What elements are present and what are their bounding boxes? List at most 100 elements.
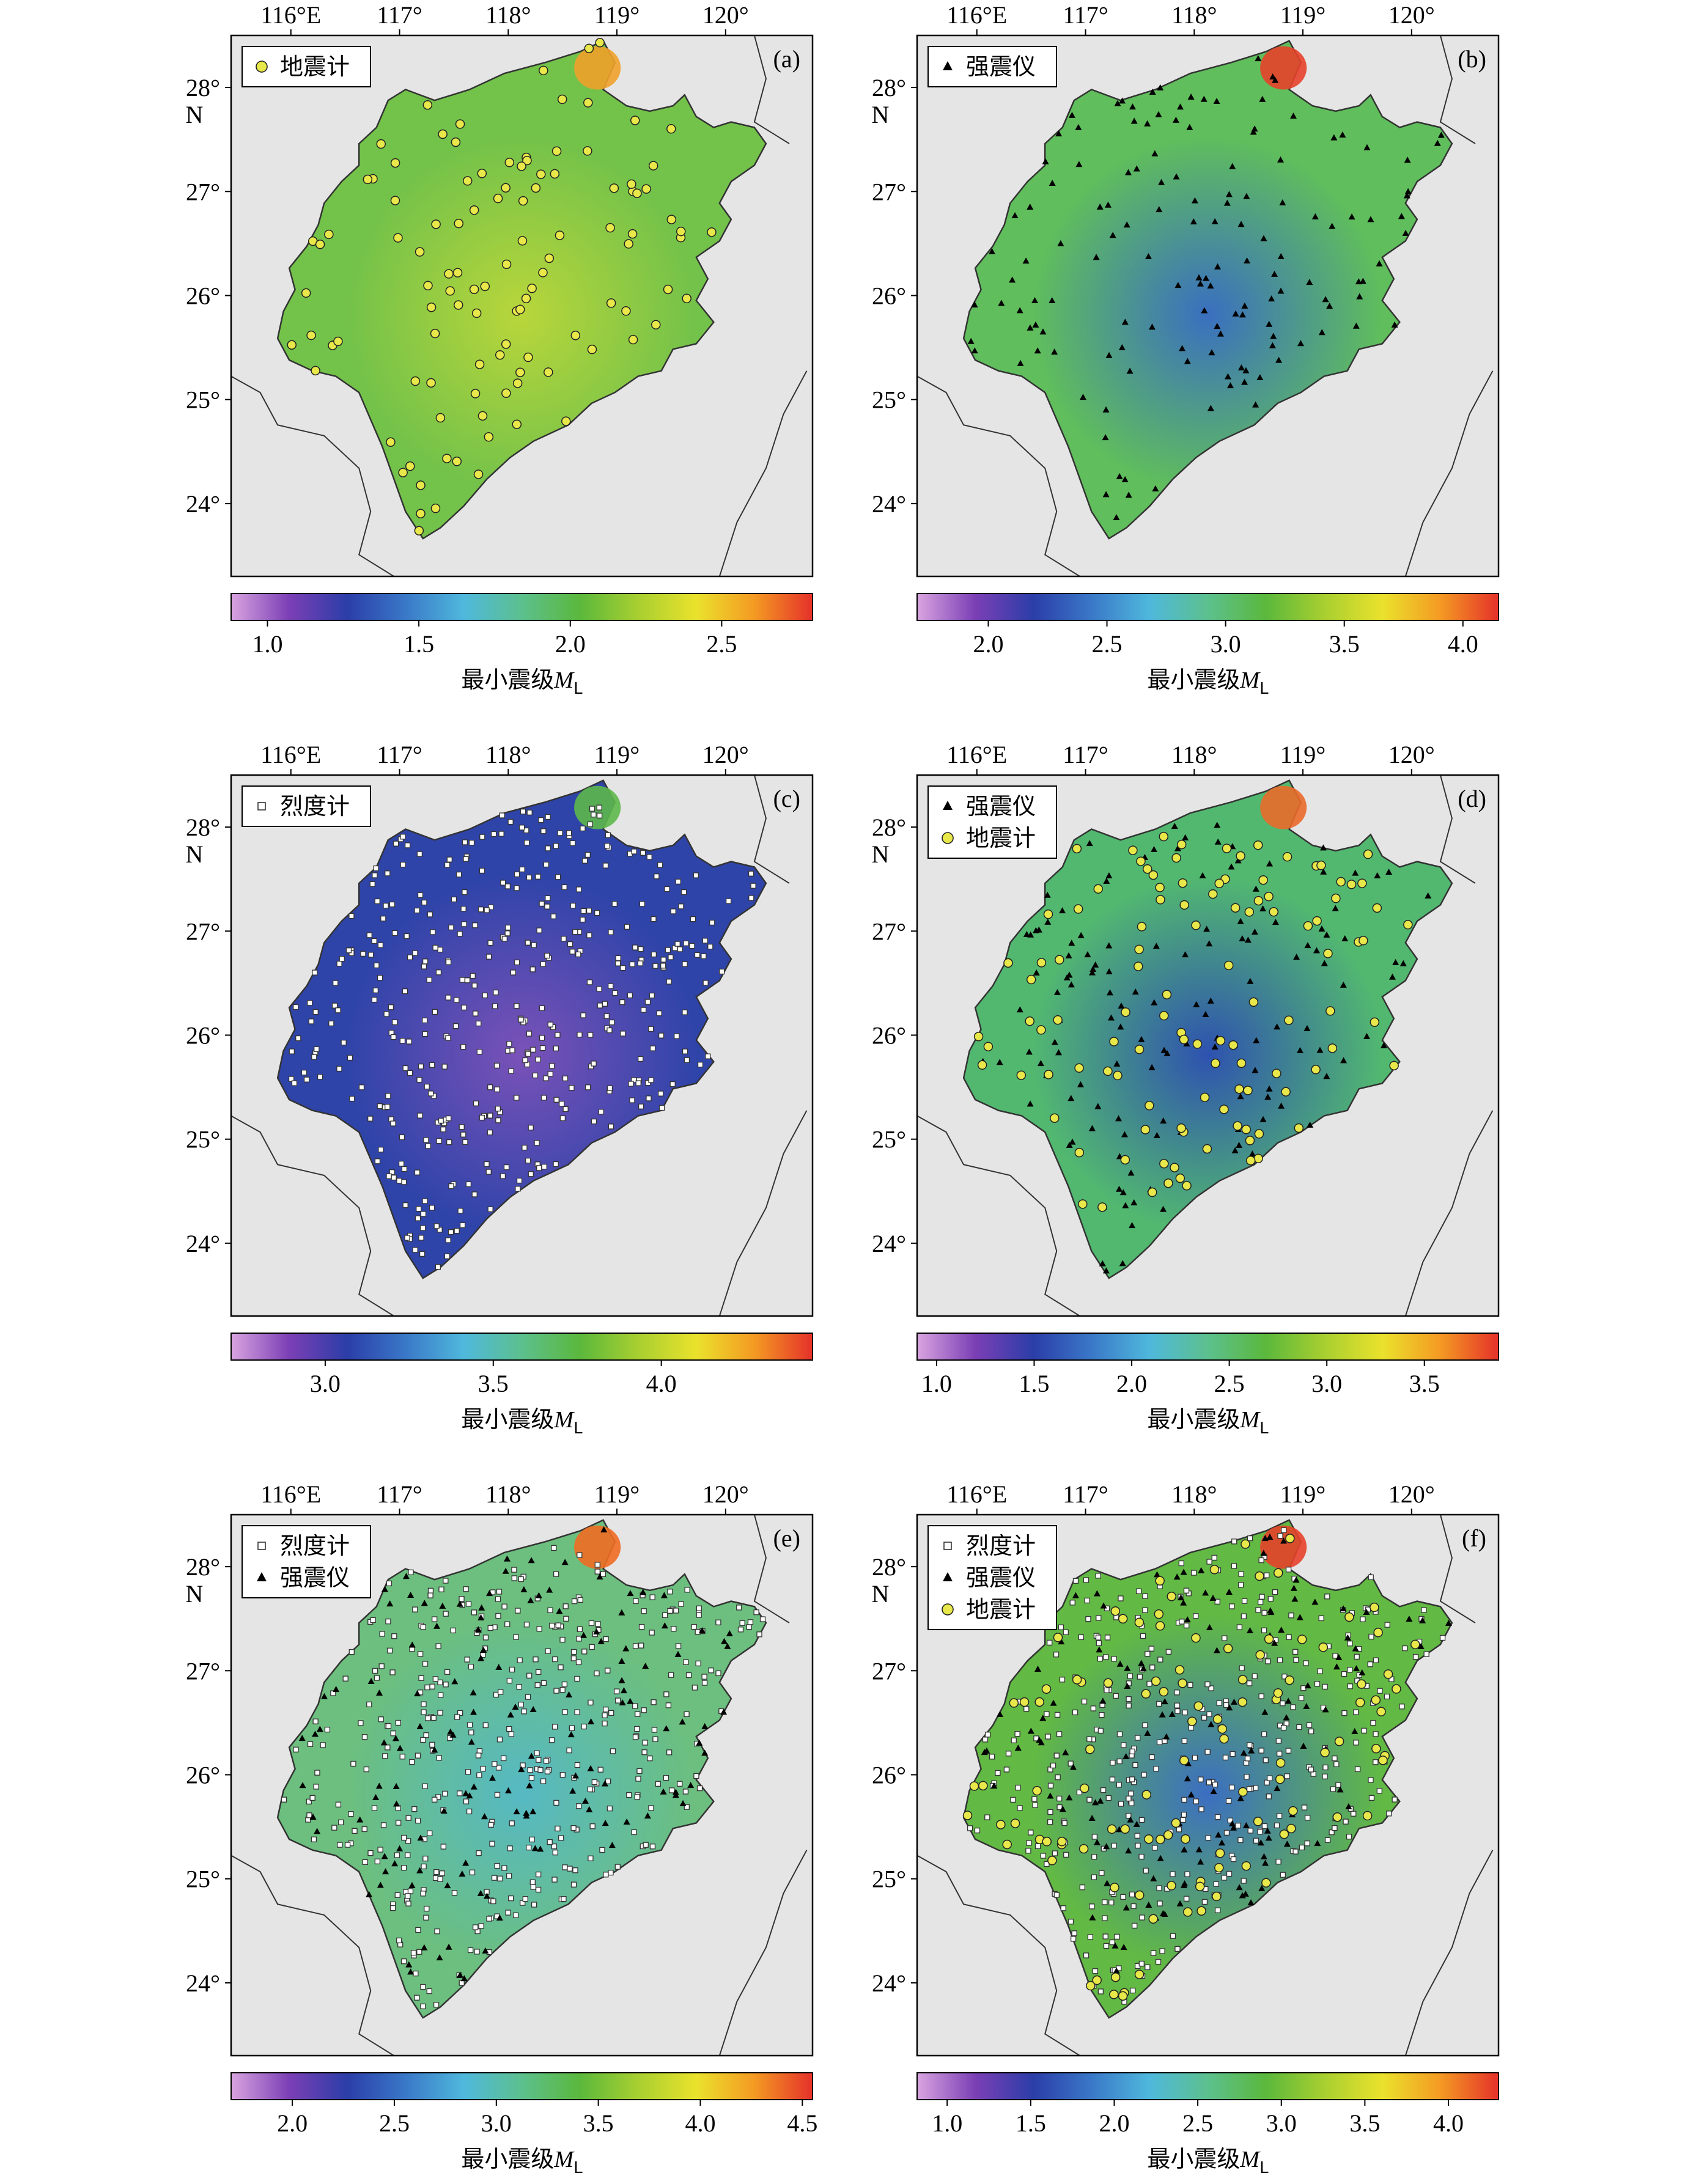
strong-motion-station xyxy=(640,1589,647,1595)
strong-motion-station xyxy=(1123,1904,1130,1911)
intensity-station xyxy=(1298,1695,1305,1701)
colorbar-title: 最小震级ML xyxy=(461,1406,583,1438)
strong-motion-station xyxy=(1034,347,1041,354)
seismometer-station xyxy=(1159,1158,1169,1169)
strong-motion-station xyxy=(1118,344,1126,351)
intensity-station xyxy=(416,1949,422,1955)
seismometer-station xyxy=(1137,922,1147,932)
intensity-station xyxy=(496,1737,503,1743)
intensity-station xyxy=(1143,1867,1149,1873)
intensity-station xyxy=(471,1609,477,1616)
map-frame xyxy=(916,1513,1500,2057)
intensity-station xyxy=(701,1680,708,1686)
intensity-station xyxy=(494,1086,500,1092)
strong-motion-station xyxy=(1214,838,1222,845)
intensity-station xyxy=(307,1741,314,1747)
intensity-station xyxy=(1333,1761,1340,1768)
intensity-station xyxy=(665,1702,672,1708)
colorbar-tick-label: 3.5 xyxy=(1409,1370,1440,1397)
lat-unit-label: N xyxy=(872,840,890,868)
intensity-station xyxy=(420,1984,426,1990)
lon-tick-label: 119° xyxy=(594,1,640,29)
intensity-station xyxy=(1085,1616,1091,1622)
strong-motion-station xyxy=(299,1782,306,1789)
seismometer-station xyxy=(1370,1602,1379,1612)
map-panel: 116°E 117° 118° 119° 120°28°27°26°25°24°N(e)… xyxy=(186,1480,818,2177)
intensity-station xyxy=(1092,1968,1099,1974)
intensity-station xyxy=(666,1749,673,1756)
intensity-station xyxy=(586,932,592,938)
lon-tick-label: 119° xyxy=(594,1480,640,1508)
intensity-station xyxy=(600,1571,607,1577)
intensity-station xyxy=(377,975,383,981)
intensity-station xyxy=(487,939,493,946)
strong-motion-station xyxy=(1097,1797,1104,1804)
lat-tick-label: 27° xyxy=(186,178,220,205)
intensity-station xyxy=(438,1692,444,1698)
intensity-station xyxy=(1223,1702,1230,1708)
strong-motion-station xyxy=(1344,1634,1351,1641)
intensity-station xyxy=(667,1608,673,1614)
lat-tick-label: 25° xyxy=(872,1126,906,1153)
intensity-station xyxy=(677,1781,683,1787)
taiwan-coast-line xyxy=(718,370,808,577)
intensity-station xyxy=(1277,1532,1283,1539)
seismometer-station xyxy=(1357,1679,1366,1689)
intensity-station xyxy=(440,1844,446,1850)
colorbar-title-symbol: M xyxy=(553,1407,575,1433)
strong-motion-station xyxy=(504,1787,512,1793)
strong-motion-station xyxy=(1100,1602,1107,1609)
strong-motion-station xyxy=(1323,931,1330,938)
intensity-station xyxy=(638,1623,645,1630)
strong-motion-station xyxy=(1011,212,1019,219)
intensity-station xyxy=(694,952,701,958)
colorbar-tick-label: 2.0 xyxy=(1099,2109,1129,2137)
strong-motion-station xyxy=(1092,1799,1099,1806)
intensity-station xyxy=(1329,1829,1335,1836)
strong-motion-station xyxy=(417,1834,424,1841)
strong-motion-station xyxy=(528,1557,535,1564)
high-magnitude-patch xyxy=(574,46,621,90)
seismometer-station xyxy=(1128,845,1138,855)
intensity-station xyxy=(501,1755,507,1762)
intensity-station xyxy=(1138,1817,1145,1823)
intensity-station xyxy=(1070,1936,1077,1942)
colorbar-tick-label: 2.5 xyxy=(706,630,737,658)
intensity-station xyxy=(445,1237,451,1243)
intensity-station xyxy=(320,1742,326,1748)
strong-motion-station xyxy=(1025,1048,1033,1055)
seismometer-station xyxy=(544,367,553,377)
seismometer-station xyxy=(570,330,581,340)
strong-motion-station xyxy=(392,1735,399,1741)
intensity-station xyxy=(469,1869,476,1875)
seismometer-station xyxy=(474,359,485,369)
high-magnitude-patch xyxy=(1260,785,1307,829)
strong-motion-station xyxy=(1242,1822,1250,1828)
strong-motion-station xyxy=(1027,1100,1034,1107)
seismometer-station xyxy=(624,239,633,249)
intensity-station xyxy=(487,1625,493,1631)
intensity-station xyxy=(330,1690,336,1696)
intensity-station xyxy=(1026,1840,1032,1846)
intensity-station xyxy=(1138,1960,1145,1967)
legend-strong-motion-symbol xyxy=(257,1572,267,1581)
intensity-station xyxy=(736,1605,742,1611)
intensity-station xyxy=(1373,1759,1379,1765)
seismometer-station xyxy=(1050,1113,1060,1123)
intensity-station xyxy=(514,885,520,891)
intensity-station xyxy=(1113,1693,1119,1699)
strong-motion-station xyxy=(314,1828,321,1834)
intensity-station xyxy=(649,1630,655,1636)
strong-motion-station xyxy=(1129,1222,1136,1229)
intensity-station xyxy=(424,1083,430,1090)
seismometer-station xyxy=(1093,884,1104,894)
seismometer-station xyxy=(978,1781,988,1791)
intensity-station xyxy=(709,919,715,926)
intensity-station xyxy=(1180,1817,1186,1823)
intensity-station xyxy=(1332,1653,1338,1659)
lon-tick-label: 116°E xyxy=(260,1,321,29)
intensity-station xyxy=(691,1685,698,1691)
strong-motion-station xyxy=(1138,1035,1145,1042)
lon-tick-label: 118° xyxy=(1171,1,1217,29)
strong-motion-station xyxy=(1333,1663,1340,1670)
